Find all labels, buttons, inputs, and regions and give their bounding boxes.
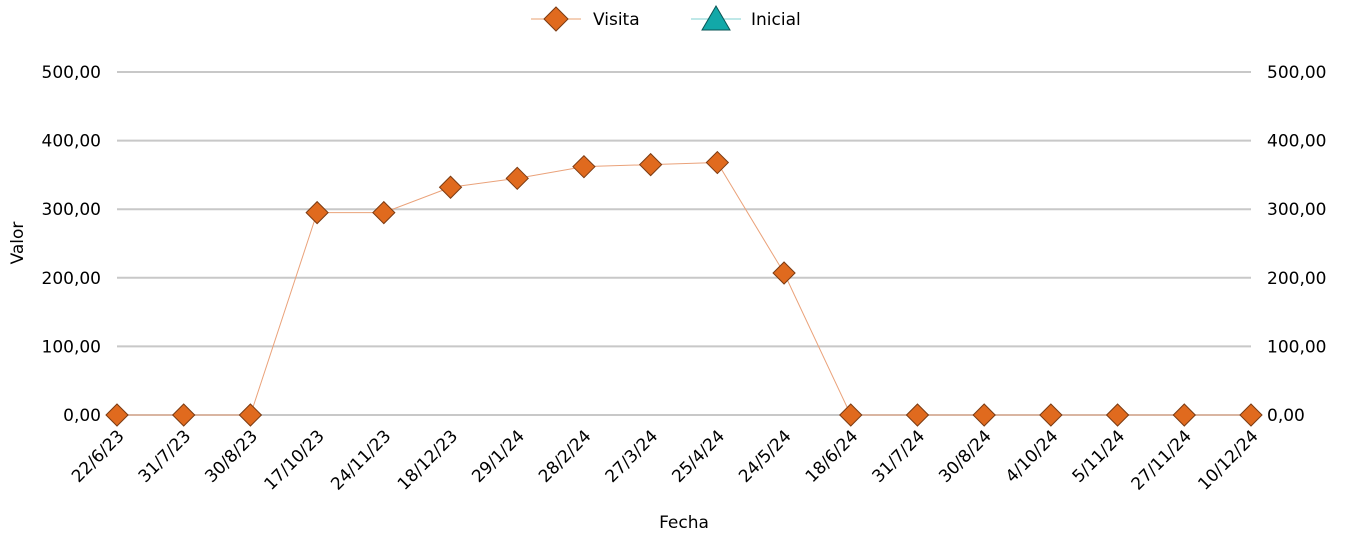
data-point[interactable] — [638, 152, 663, 177]
x-tick-label: 30/8/24 — [935, 426, 995, 486]
legend-label-inicial: Inicial — [751, 10, 801, 30]
data-point[interactable] — [572, 154, 596, 179]
y-tick-label-right: 500,00 — [1267, 63, 1326, 83]
legend-item-inicial[interactable]: Inicial — [691, 5, 801, 31]
y-tick-label-right: 100,00 — [1267, 337, 1326, 357]
data-point[interactable] — [305, 200, 329, 225]
x-tick-label: 18/12/23 — [394, 426, 462, 494]
diamond-marker-icon — [543, 6, 569, 32]
y-tick-label-left: 300,00 — [42, 200, 101, 220]
x-tick-label: 30/8/23 — [201, 426, 261, 486]
y-tick-label-left: 500,00 — [42, 63, 101, 83]
data-point[interactable] — [905, 403, 930, 427]
data-point[interactable] — [171, 403, 196, 427]
series-layer — [105, 150, 1263, 427]
x-tick-label: 24/5/24 — [735, 426, 795, 486]
data-point[interactable] — [839, 403, 863, 427]
x-tick-label: 17/10/23 — [261, 426, 329, 494]
y-axis-title: Valor — [8, 222, 28, 265]
legend-label-visita: Visita — [593, 10, 640, 30]
data-point[interactable] — [1172, 403, 1196, 427]
data-point[interactable] — [238, 403, 263, 427]
x-tick-label: 4/10/24 — [1002, 426, 1062, 486]
y-tick-label-right: 400,00 — [1267, 132, 1326, 152]
data-point[interactable] — [772, 261, 796, 285]
data-point[interactable] — [372, 200, 396, 225]
series-line — [117, 162, 1251, 416]
data-point[interactable] — [972, 403, 996, 427]
data-point[interactable] — [505, 166, 529, 191]
series-visita — [105, 150, 1263, 427]
x-tick-label: 28/2/24 — [535, 426, 595, 486]
y-tick-label-left: 200,00 — [42, 269, 101, 289]
x-tick-label: 29/1/24 — [468, 426, 528, 486]
data-point[interactable] — [1239, 403, 1263, 427]
x-tick-label: 27/11/24 — [1128, 426, 1196, 494]
y-tick-label-left: 400,00 — [42, 132, 101, 152]
x-tick-label: 10/12/24 — [1194, 426, 1262, 494]
y-tick-label-right: 300,00 — [1267, 200, 1326, 220]
legend: Visita Inicial — [531, 5, 801, 32]
right-y-axis-ticks: 0,00 100,00 200,00 300,00 400,00 500,00 — [1267, 63, 1326, 426]
x-axis-title: Fecha — [659, 513, 709, 533]
legend-item-visita[interactable]: Visita — [531, 6, 640, 32]
x-axis-ticks: 22/6/23 31/7/23 30/8/2317/10/2324/11/2318/… — [68, 426, 1262, 494]
triangle-marker-icon — [701, 5, 731, 31]
x-tick-label: 18/6/24 — [802, 426, 862, 486]
data-point[interactable] — [705, 150, 730, 175]
y-tick-label-left: 100,00 — [42, 337, 101, 357]
x-tick-label: 24/11/23 — [327, 426, 395, 494]
x-tick-label: 25/4/24 — [668, 426, 728, 486]
y-tick-label-right: 0,00 — [1267, 406, 1305, 426]
left-y-axis-ticks: 0,00 100,00 200,00 300,00 400,00 500,00 — [42, 63, 101, 426]
x-tick-label: 31/7/23 — [135, 426, 195, 486]
x-tick-label: 27/3/24 — [602, 426, 662, 486]
data-point[interactable] — [1039, 403, 1063, 427]
y-tick-label-right: 200,00 — [1267, 269, 1326, 289]
data-point[interactable] — [1105, 403, 1130, 427]
gridlines — [117, 71, 1251, 416]
x-tick-label: 31/7/24 — [869, 426, 929, 486]
x-tick-label: 22/6/23 — [68, 426, 128, 486]
data-point[interactable] — [105, 403, 129, 427]
y-tick-label-left: 0,00 — [63, 406, 101, 426]
x-tick-label: 5/11/24 — [1069, 426, 1129, 486]
data-point[interactable] — [438, 175, 463, 199]
